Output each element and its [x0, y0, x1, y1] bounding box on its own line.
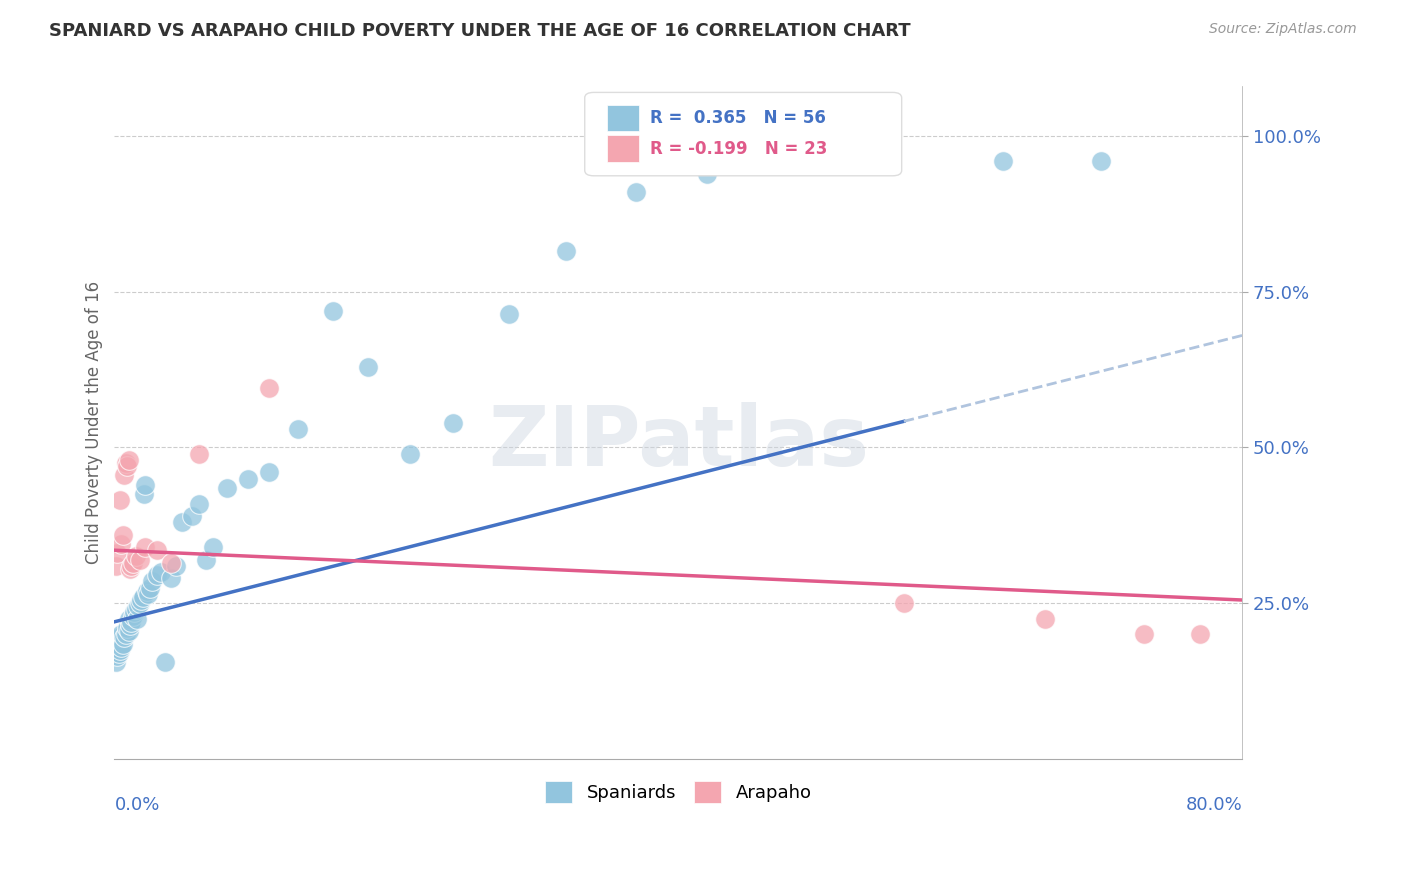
- Point: [153, 655, 176, 669]
- Point: [129, 593, 152, 607]
- Point: [132, 487, 155, 501]
- Text: SPANIARD VS ARAPAHO CHILD POVERTY UNDER THE AGE OF 16 CORRELATION CHART: SPANIARD VS ARAPAHO CHILD POVERTY UNDER …: [49, 22, 911, 40]
- Point: [149, 565, 172, 579]
- Text: 0.0%: 0.0%: [114, 796, 160, 814]
- FancyBboxPatch shape: [585, 93, 901, 176]
- Point: [696, 167, 718, 181]
- Point: [107, 637, 129, 651]
- Point: [115, 459, 138, 474]
- Point: [172, 515, 194, 529]
- Point: [115, 621, 138, 635]
- Point: [287, 422, 309, 436]
- Point: [554, 244, 576, 259]
- Point: [780, 154, 803, 169]
- Point: [121, 556, 143, 570]
- Point: [145, 568, 167, 582]
- Point: [159, 556, 181, 570]
- Point: [108, 643, 131, 657]
- Point: [120, 615, 142, 629]
- Point: [107, 646, 129, 660]
- Point: [110, 537, 132, 551]
- Text: 80.0%: 80.0%: [1185, 796, 1243, 814]
- Point: [399, 447, 422, 461]
- Y-axis label: Child Poverty Under the Age of 16: Child Poverty Under the Age of 16: [86, 281, 103, 564]
- Point: [117, 624, 139, 639]
- Point: [111, 637, 134, 651]
- Point: [159, 571, 181, 585]
- Point: [259, 466, 281, 480]
- Point: [181, 508, 204, 523]
- Point: [131, 590, 153, 604]
- Point: [104, 655, 127, 669]
- Point: [112, 468, 135, 483]
- Point: [112, 631, 135, 645]
- Point: [125, 612, 148, 626]
- Point: [124, 602, 146, 616]
- Point: [188, 447, 211, 461]
- Point: [114, 627, 136, 641]
- Point: [991, 154, 1014, 169]
- Point: [1132, 627, 1154, 641]
- Text: Source: ZipAtlas.com: Source: ZipAtlas.com: [1209, 22, 1357, 37]
- Point: [145, 543, 167, 558]
- Point: [322, 303, 344, 318]
- Point: [128, 596, 150, 610]
- Point: [202, 540, 225, 554]
- Text: ZIPatlas: ZIPatlas: [488, 402, 869, 483]
- Text: R = -0.199   N = 23: R = -0.199 N = 23: [650, 140, 828, 158]
- Point: [138, 581, 160, 595]
- Legend: Spaniards, Arapaho: Spaniards, Arapaho: [538, 773, 818, 810]
- Point: [259, 381, 281, 395]
- Point: [357, 359, 380, 374]
- Point: [124, 549, 146, 564]
- Point: [108, 493, 131, 508]
- Point: [135, 583, 157, 598]
- Point: [134, 540, 156, 554]
- Point: [195, 552, 218, 566]
- Point: [1090, 154, 1112, 169]
- Point: [110, 627, 132, 641]
- Point: [117, 453, 139, 467]
- Point: [127, 599, 149, 614]
- FancyBboxPatch shape: [607, 136, 638, 162]
- Point: [118, 562, 141, 576]
- Point: [134, 478, 156, 492]
- Point: [217, 481, 239, 495]
- Text: R =  0.365   N = 56: R = 0.365 N = 56: [650, 109, 827, 127]
- Point: [111, 527, 134, 541]
- Point: [165, 558, 187, 573]
- Point: [441, 416, 464, 430]
- Point: [188, 496, 211, 510]
- Point: [136, 587, 159, 601]
- Point: [141, 574, 163, 589]
- Point: [893, 596, 915, 610]
- Point: [118, 618, 141, 632]
- Point: [110, 640, 132, 654]
- Point: [122, 606, 145, 620]
- Point: [120, 558, 142, 573]
- Point: [117, 612, 139, 626]
- Point: [104, 558, 127, 573]
- Point: [128, 552, 150, 566]
- Point: [624, 185, 647, 199]
- Point: [105, 546, 128, 560]
- Point: [879, 154, 901, 169]
- Point: [1033, 612, 1056, 626]
- Point: [108, 631, 131, 645]
- Point: [238, 472, 260, 486]
- FancyBboxPatch shape: [607, 104, 638, 131]
- Point: [121, 608, 143, 623]
- Point: [498, 307, 520, 321]
- Point: [114, 456, 136, 470]
- Point: [1188, 627, 1211, 641]
- Point: [105, 648, 128, 663]
